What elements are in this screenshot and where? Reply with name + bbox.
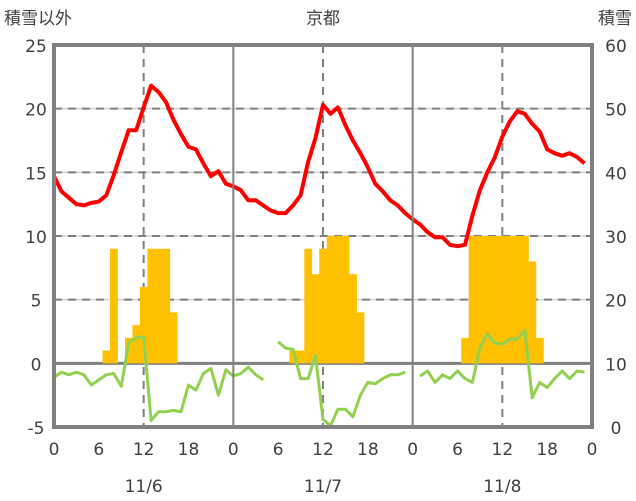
x-tick-label: 12 — [492, 440, 514, 460]
x-tick-label: 18 — [178, 440, 200, 460]
chart-title: 京都 — [306, 9, 340, 29]
x-tick-label: 18 — [536, 440, 558, 460]
plot-frame — [52, 43, 594, 429]
snow-bar — [356, 312, 365, 364]
snow-bar — [483, 236, 492, 364]
right-tick-label: 10 — [605, 355, 627, 375]
snow-bar — [296, 350, 305, 364]
x-tick-label: 6 — [452, 440, 463, 460]
snow-bar — [498, 236, 507, 364]
snow-bar — [334, 236, 342, 364]
snow-bar — [521, 236, 529, 364]
snow-bar — [154, 248, 163, 364]
snow-bar — [139, 286, 148, 364]
snow-bar — [476, 236, 484, 364]
snow-bar — [304, 248, 313, 364]
snow-bar — [513, 236, 522, 364]
snow-bar — [341, 236, 350, 364]
x-tick-label: 0 — [49, 440, 60, 460]
x-tick-label: 0 — [587, 440, 598, 460]
snow-bar — [162, 248, 171, 364]
snow-bar — [468, 236, 477, 364]
right-tick-label: 40 — [605, 164, 627, 184]
snow-bar — [326, 236, 335, 364]
snow-bar — [147, 248, 156, 364]
left-tick-label: -5 — [28, 419, 45, 439]
snow-bar — [349, 274, 357, 364]
date-label: 11/8 — [483, 477, 521, 497]
snow-bar — [110, 248, 118, 364]
green-series-line — [53, 328, 585, 428]
snow-bar — [132, 325, 141, 364]
data-lines — [52, 83, 586, 428]
temperature-line — [52, 83, 586, 249]
right-axis-title: 積雪 — [598, 9, 632, 29]
date-label: 11/7 — [304, 477, 342, 497]
snow-bar — [506, 236, 514, 364]
x-tick-label: 6 — [273, 440, 284, 460]
left-tick-label: 0 — [31, 355, 42, 375]
snow-bar — [319, 248, 328, 364]
left-tick-label: 5 — [31, 292, 42, 312]
snow-bar — [528, 261, 537, 364]
x-tick-label: 0 — [407, 440, 418, 460]
date-label: 11/6 — [125, 477, 163, 497]
snow-bar — [169, 312, 178, 364]
snow-bar — [491, 236, 499, 364]
right-tick-label: 60 — [605, 37, 627, 57]
x-tick-label: 6 — [93, 440, 104, 460]
x-tick-label: 0 — [228, 440, 239, 460]
right-tick-label: 50 — [605, 101, 627, 121]
right-tick-label: 20 — [605, 292, 627, 312]
x-tick-label: 18 — [357, 440, 379, 460]
snow-bar — [311, 274, 320, 364]
right-tick-label: 0 — [611, 419, 622, 439]
snow-bar — [461, 337, 470, 364]
left-tick-label: 15 — [25, 164, 47, 184]
right-tick-label: 30 — [605, 228, 627, 248]
left-axis-title: 積雪以外 — [4, 9, 72, 29]
left-tick-label: 25 — [25, 37, 47, 57]
left-tick-label: 20 — [25, 101, 47, 121]
snow-bar — [535, 337, 544, 364]
snow-bars — [102, 236, 544, 364]
x-tick-label: 12 — [312, 440, 334, 460]
x-tick-label: 12 — [133, 440, 155, 460]
left-tick-label: 10 — [25, 228, 47, 248]
snow-bar — [289, 350, 298, 364]
snow-bar — [102, 350, 111, 364]
plot-border — [52, 43, 594, 429]
